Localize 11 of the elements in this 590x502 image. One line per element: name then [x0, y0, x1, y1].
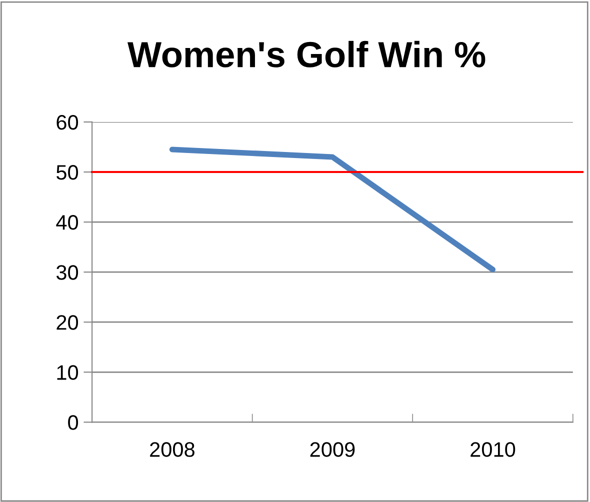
y-tick-label: 30: [56, 265, 78, 280]
y-tick-label: 60: [56, 114, 78, 130]
y-tick-label: 10: [57, 365, 78, 380]
x-tick-label: 2009: [310, 442, 355, 457]
y-tick-label: 0: [68, 415, 78, 430]
y-tick-label: 50: [56, 165, 78, 180]
chart-title: Women's Golf Win %: [127, 40, 486, 68]
x-tick-label: 2010: [470, 442, 516, 457]
x-tick-label: 2008: [150, 442, 194, 457]
y-tick-label: 40: [56, 215, 78, 230]
y-tick-label: 20: [56, 315, 78, 330]
